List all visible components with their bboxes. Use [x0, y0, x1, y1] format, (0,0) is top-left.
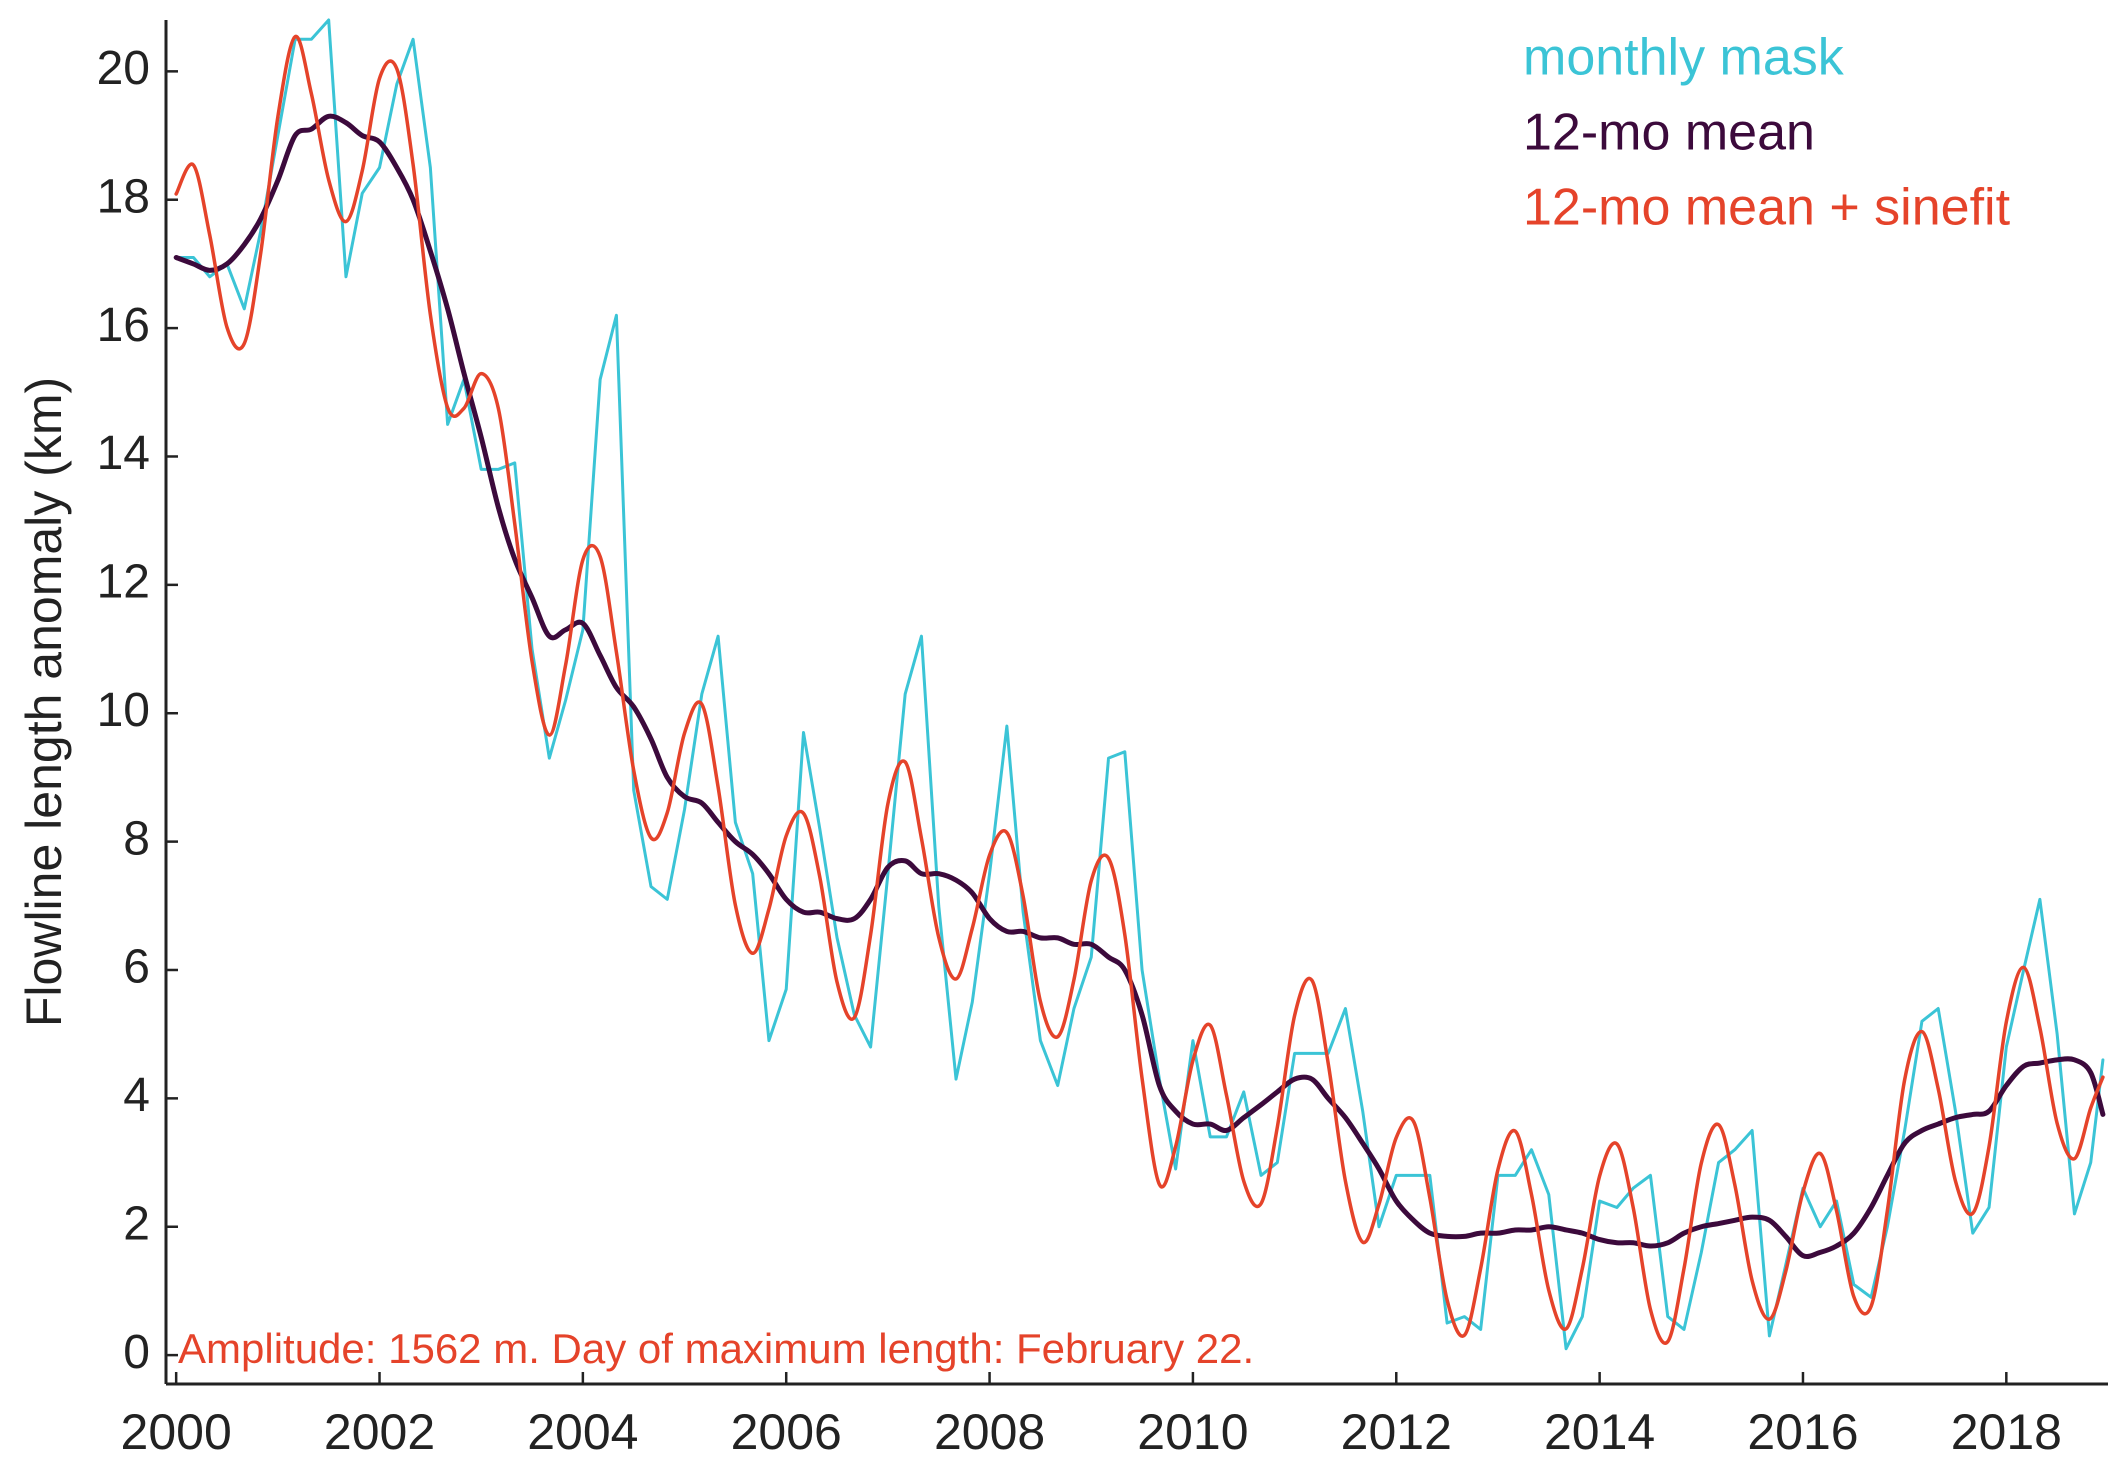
y-tick-label: 16	[97, 299, 150, 352]
y-tick-label: 6	[123, 941, 150, 994]
x-tick-label: 2018	[1951, 1404, 2062, 1460]
x-tick-label: 2006	[731, 1404, 842, 1460]
x-tick-label: 2008	[934, 1404, 1045, 1460]
legend-entry: 12-mo mean	[1523, 104, 1815, 162]
y-tick-label: 0	[123, 1326, 150, 1379]
y-tick-label: 10	[97, 684, 150, 737]
x-tick-label: 2010	[1137, 1404, 1248, 1460]
x-tick-label: 2004	[527, 1404, 638, 1460]
y-tick-label: 8	[123, 812, 150, 865]
series-line	[173, 113, 2106, 1259]
legend-entry: monthly mask	[1523, 29, 1845, 87]
y-axis-label: Flowline length anomaly (km)	[16, 377, 72, 1027]
y-tick-label: 20	[97, 42, 150, 95]
x-tick-label: 2014	[1544, 1404, 1655, 1460]
y-tick-label: 4	[123, 1069, 150, 1122]
annotation: Amplitude: 1562 m. Day of maximum length…	[178, 1325, 1254, 1372]
y-tick-label: 12	[97, 556, 150, 609]
y-tick-label: 2	[123, 1197, 150, 1250]
legend-entry: 12-mo mean + sinefit	[1523, 179, 2011, 237]
series-line	[174, 34, 2105, 1345]
y-tick-label: 18	[97, 170, 150, 223]
x-tick-label: 2012	[1341, 1404, 1452, 1460]
y-tick-label: 14	[97, 427, 150, 480]
x-tick-label: 2002	[324, 1404, 435, 1460]
x-tick-label: 2016	[1747, 1404, 1858, 1460]
x-tick-label: 2000	[121, 1404, 232, 1460]
